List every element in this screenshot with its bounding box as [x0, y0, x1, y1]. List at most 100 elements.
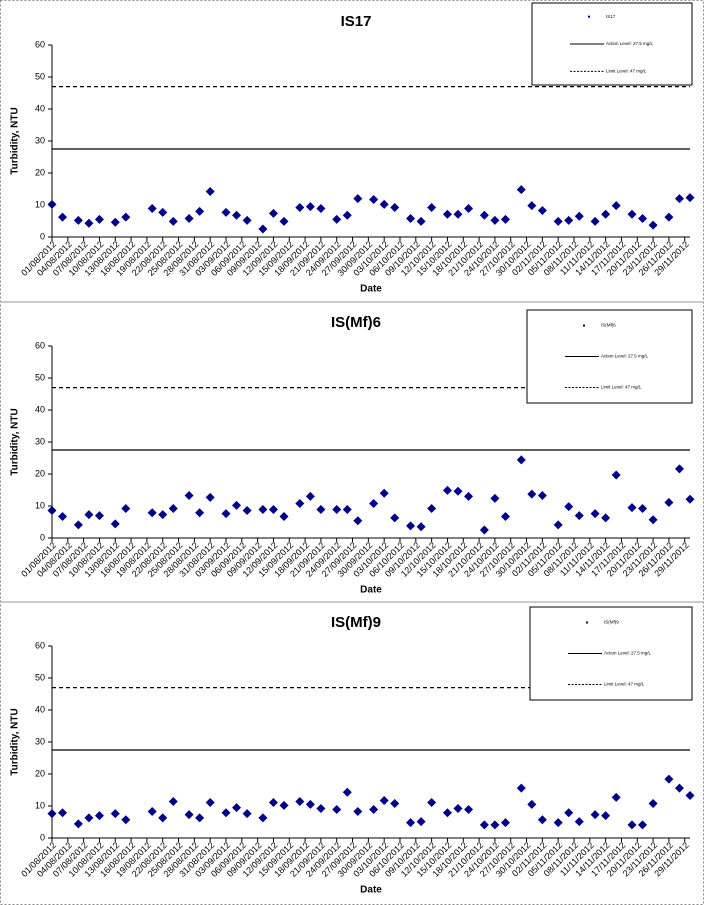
data-point — [527, 489, 537, 499]
data-point — [611, 470, 621, 480]
data-point — [369, 195, 379, 205]
data-point — [553, 216, 563, 226]
data-point — [553, 818, 563, 828]
y-axis-title: Turbidity, NTU — [10, 408, 21, 475]
data-point — [601, 513, 611, 523]
y-tick-label: 50 — [35, 372, 45, 382]
data-point — [258, 505, 268, 515]
y-tick-label: 50 — [35, 672, 45, 682]
data-point — [147, 806, 157, 816]
data-point — [369, 498, 379, 508]
data-point — [232, 803, 242, 813]
data-point — [648, 798, 658, 808]
data-point — [221, 207, 231, 217]
data-point — [527, 799, 537, 809]
legend-box — [529, 606, 693, 701]
chart-title: IS17 — [341, 13, 372, 30]
data-point — [638, 820, 648, 830]
data-point — [564, 808, 574, 818]
data-point — [564, 215, 574, 225]
legend-label: Action Level: 27.5 mg/L — [606, 41, 654, 46]
data-point — [379, 199, 389, 209]
data-point — [564, 502, 574, 512]
legend-label: IS17 — [606, 14, 616, 19]
data-point — [121, 504, 131, 514]
data-point — [664, 774, 674, 784]
data-point — [168, 797, 178, 807]
y-tick-label: 30 — [35, 736, 45, 746]
data-point — [242, 505, 252, 515]
data-point — [537, 815, 547, 825]
data-point — [611, 201, 621, 211]
y-tick-label: 30 — [35, 436, 45, 446]
data-point — [242, 215, 252, 225]
data-point — [390, 798, 400, 808]
data-point — [464, 204, 474, 214]
y-tick-label: 30 — [35, 135, 45, 145]
data-point — [342, 787, 352, 797]
data-point — [574, 511, 584, 521]
data-point — [674, 464, 684, 474]
data-point — [47, 199, 57, 209]
data-point — [73, 215, 83, 225]
data-point — [379, 796, 389, 806]
data-point — [258, 813, 268, 823]
data-point — [342, 210, 352, 220]
data-point — [527, 201, 537, 211]
data-point — [442, 209, 452, 219]
data-point — [94, 214, 104, 224]
legend-marker — [583, 324, 585, 327]
legend-box — [526, 309, 693, 404]
data-point — [258, 224, 268, 234]
x-axis-title: Date — [360, 585, 382, 596]
data-point — [232, 500, 242, 510]
data-point — [305, 799, 315, 809]
data-point — [110, 809, 120, 819]
y-tick-label: 60 — [35, 640, 45, 650]
data-point — [158, 510, 168, 520]
data-point — [390, 203, 400, 213]
data-point — [674, 194, 684, 204]
chart-title: IS(Mf)9 — [331, 614, 381, 631]
y-tick-label: 40 — [35, 103, 45, 113]
data-point — [342, 505, 352, 515]
data-point — [406, 213, 416, 223]
data-point — [638, 213, 648, 223]
data-point — [205, 797, 215, 807]
legend-label: Action Level: 27.5 mg/L — [604, 651, 652, 656]
y-tick-label: 10 — [35, 800, 45, 810]
data-point — [490, 820, 500, 830]
data-point — [205, 187, 215, 197]
y-tick-label: 60 — [35, 39, 45, 49]
data-point — [184, 810, 194, 820]
data-point — [232, 210, 242, 220]
legend-marker — [586, 621, 588, 624]
data-point — [379, 488, 389, 498]
data-point — [147, 508, 157, 518]
data-point — [295, 498, 305, 508]
data-point — [73, 819, 83, 829]
data-point — [537, 205, 547, 215]
data-point — [58, 512, 68, 522]
data-point — [184, 490, 194, 500]
data-point — [674, 783, 684, 793]
legend-box — [531, 2, 693, 86]
data-point — [295, 797, 305, 807]
data-point — [84, 813, 94, 823]
data-point — [590, 216, 600, 226]
data-point — [464, 491, 474, 501]
data-point — [664, 212, 674, 222]
data-point — [490, 493, 500, 503]
data-point — [158, 813, 168, 823]
y-tick-label: 10 — [35, 199, 45, 209]
data-point — [305, 491, 315, 501]
data-point — [479, 820, 489, 830]
legend-marker — [588, 15, 590, 18]
data-point — [406, 521, 416, 531]
data-point — [590, 509, 600, 519]
legend-label: IS(Mf)9 — [604, 620, 619, 625]
y-axis-title: Turbidity, NTU — [10, 708, 21, 775]
data-point — [442, 808, 452, 818]
